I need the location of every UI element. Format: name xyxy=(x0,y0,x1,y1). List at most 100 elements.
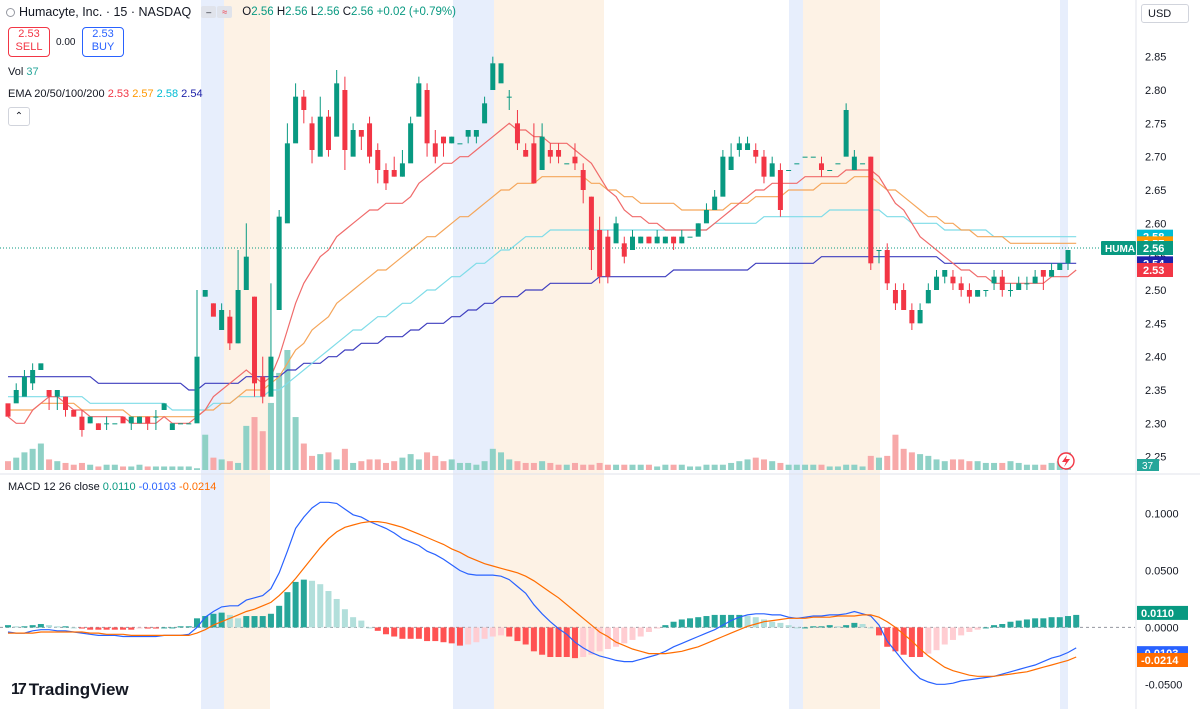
buy-price: 2.53 xyxy=(92,28,114,40)
volume-bar xyxy=(366,459,373,470)
macd-histogram-bar xyxy=(826,625,833,628)
ohlc-open-label: O xyxy=(242,6,252,18)
candle-body xyxy=(482,103,488,124)
volume-legend[interactable]: Vol 37 xyxy=(8,66,39,78)
macd-histogram-bar xyxy=(448,627,455,644)
candle-body xyxy=(284,143,290,224)
macd-histogram-bar xyxy=(703,616,710,628)
candle-body xyxy=(884,250,890,284)
sell-button[interactable]: 2.53 SELL xyxy=(8,27,50,57)
macd-histogram-bar xyxy=(243,616,250,628)
price-tick-label: 2.30 xyxy=(1145,418,1166,430)
macd-value-tag-label: -0.0214 xyxy=(1141,655,1179,667)
macd-histogram-bar xyxy=(415,627,422,639)
macd-histogram-bar xyxy=(202,616,209,628)
volume-bar xyxy=(843,464,850,470)
macd-histogram-bar xyxy=(777,622,784,628)
candle-body xyxy=(975,290,981,297)
volume-bar xyxy=(341,448,348,470)
chart-mode-toggle[interactable]: – ≈ xyxy=(201,6,233,18)
macd-value-tag-label: 0.0110 xyxy=(1141,608,1174,620)
candle-body xyxy=(449,136,455,144)
candle-body xyxy=(818,163,824,170)
macd-histogram-bar xyxy=(539,627,546,655)
volume-bar xyxy=(654,466,661,470)
macd-value-tag xyxy=(1137,653,1188,667)
volume-bar xyxy=(662,464,669,470)
volume-bar xyxy=(70,464,77,470)
candle-body xyxy=(687,236,693,238)
candle-body xyxy=(30,370,36,384)
macd-histogram-bar xyxy=(999,624,1006,628)
candle-body xyxy=(186,423,192,425)
ohlc-readout: O2.56 H2.56 L2.56 C2.56 +0.02 (+0.79%) xyxy=(242,6,456,18)
tradingview-logo[interactable]: 17 TradingView xyxy=(11,680,129,700)
volume-bar xyxy=(169,466,176,470)
currency-selector[interactable]: USD xyxy=(1141,4,1189,23)
macd-histogram-bar xyxy=(604,627,611,650)
spread-value: 0.00 xyxy=(56,37,76,48)
volume-bar xyxy=(333,459,340,470)
volume-bar xyxy=(481,461,488,470)
macd-histogram-bar xyxy=(1065,616,1071,628)
volume-bar xyxy=(678,464,685,470)
wave-mode-icon[interactable]: ≈ xyxy=(217,6,233,18)
volume-bar xyxy=(243,425,250,470)
macd-legend[interactable]: MACD 12 26 close 0.0110 -0.0103 -0.0214 xyxy=(8,481,216,493)
macd-histogram-bar xyxy=(177,626,184,628)
candle-body xyxy=(54,390,60,397)
session-band xyxy=(224,0,270,709)
collapse-legend-button[interactable]: ⌃ xyxy=(8,107,30,126)
macd-histogram-bar xyxy=(210,613,217,628)
candle-body xyxy=(210,303,216,317)
macd-histogram-bar xyxy=(974,627,981,630)
macd-histogram-bar xyxy=(555,627,562,658)
volume-bar xyxy=(276,372,283,470)
volume-bar xyxy=(539,461,546,470)
price-change: +0.02 (+0.79%) xyxy=(376,6,456,18)
candle-body xyxy=(950,276,956,284)
candle-body xyxy=(293,96,299,144)
volume-bar xyxy=(728,462,735,470)
volume-bar xyxy=(637,464,644,470)
symbol-title[interactable]: Humacyte, Inc. · 15 · NASDAQ xyxy=(19,5,192,19)
macd-histogram-bar xyxy=(333,598,340,628)
candle-body xyxy=(153,416,159,418)
macd-signal-value: -0.0214 xyxy=(179,481,217,493)
candle-body xyxy=(128,416,134,424)
candle-body xyxy=(490,63,496,90)
price-tag xyxy=(1137,241,1173,255)
macd-tick-label: 0.0500 xyxy=(1145,566,1179,578)
macd-histogram-bar xyxy=(46,625,53,628)
candle-body xyxy=(252,296,258,384)
candle-body xyxy=(646,236,652,244)
candle-body xyxy=(572,156,578,164)
candle-body xyxy=(942,270,948,277)
ema-legend[interactable]: EMA 20/50/100/200 2.53 2.57 2.58 2.54 xyxy=(8,88,203,100)
candle-body xyxy=(613,223,619,244)
candle-body xyxy=(1057,263,1063,270)
session-band xyxy=(1060,0,1068,709)
macd-histogram-bar xyxy=(941,627,948,645)
macd-histogram-bar xyxy=(218,612,225,628)
candle-body xyxy=(1007,290,1013,291)
volume-bar xyxy=(415,459,422,470)
volume-legend-name: Vol xyxy=(8,66,24,78)
volume-bar xyxy=(432,455,439,470)
volume-bar xyxy=(522,462,529,470)
candle-body xyxy=(786,170,792,171)
hollow-mode-icon[interactable]: – xyxy=(201,6,217,18)
macd-histogram-bar xyxy=(588,627,595,655)
macd-histogram-bar xyxy=(654,627,661,629)
volume-bar xyxy=(210,457,217,470)
buy-button[interactable]: 2.53 BUY xyxy=(82,27,124,57)
macd-histogram-bar xyxy=(292,581,299,628)
volume-bar xyxy=(267,402,274,470)
candle-body xyxy=(983,290,989,291)
macd-histogram-bar xyxy=(235,618,242,628)
volume-bar xyxy=(826,466,833,470)
candle-body xyxy=(794,163,800,165)
candle-body xyxy=(120,416,126,424)
volume-bar xyxy=(604,464,611,470)
